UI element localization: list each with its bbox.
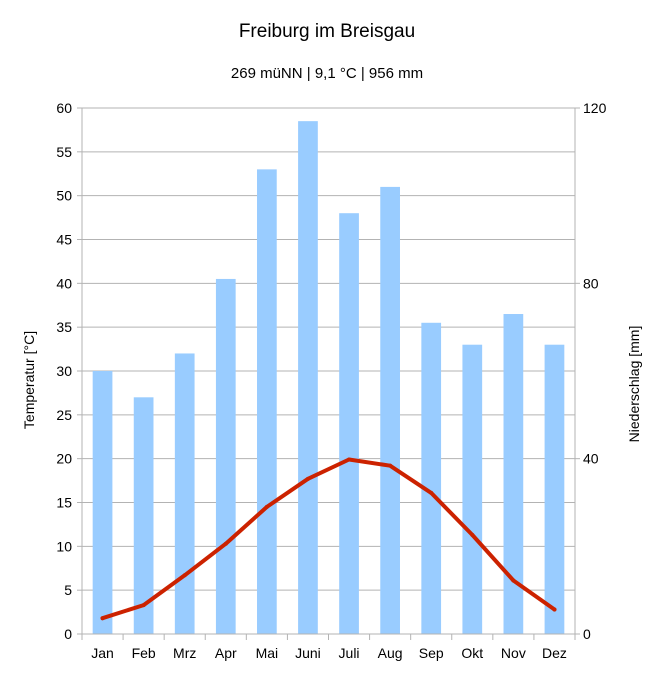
precipitation-bar [462, 344, 483, 634]
x-tick-label: Okt [461, 645, 483, 661]
x-tick-label: Juli [339, 645, 360, 661]
axes [77, 107, 580, 640]
y-left-tick-label: 5 [64, 582, 72, 598]
temperature-point [347, 457, 352, 462]
temperature-point [470, 532, 475, 537]
y-axis-left-title: Temperatur [°C] [21, 331, 37, 429]
temperature-point [264, 504, 269, 509]
precipitation-bar [298, 121, 318, 634]
temperature-line-path [100, 457, 557, 621]
temperature-line [100, 457, 557, 621]
precipitation-bar [339, 213, 359, 634]
precipitation-bar [421, 322, 442, 634]
temperature-point [223, 541, 228, 546]
y-left-tick-label: 20 [56, 451, 72, 467]
x-tick-label: Juni [295, 645, 321, 661]
precipitation-bar [133, 397, 154, 634]
x-tick-label: Mrz [173, 645, 196, 661]
temperature-point [429, 490, 434, 495]
y-right-tick-label: 120 [583, 100, 607, 116]
precipitation-bar [380, 186, 400, 634]
y-left-tick-label: 50 [56, 188, 72, 204]
y-left-tick-label: 35 [56, 319, 72, 335]
y-right-tick-label: 0 [583, 626, 591, 642]
tick-labels: 0 5 10 15 20 25 30 35 40 45 50 55 60 0 40 80 120 Jan Feb Mr… [56, 100, 606, 661]
temperature-point [511, 578, 516, 583]
y-left-tick-label: 15 [56, 495, 72, 511]
x-tick-label: Apr [215, 645, 237, 661]
y-axis-right-title: Niederschlag [mm] [626, 326, 642, 443]
precipitation-bar [544, 344, 565, 634]
temperature-point [100, 616, 105, 621]
x-tick-label: Jan [91, 645, 114, 661]
temperature-point [141, 603, 146, 608]
grid-lines [82, 107, 575, 635]
x-tick-label: Dez [542, 645, 567, 661]
precipitation-bars [92, 121, 565, 634]
y-left-tick-label: 25 [56, 407, 72, 423]
precipitation-bar [257, 169, 277, 634]
x-tick-label: Nov [501, 645, 526, 661]
temperature-point [552, 607, 557, 612]
y-right-tick-label: 80 [583, 275, 599, 291]
x-tick-label: Feb [132, 645, 156, 661]
y-left-tick-label: 55 [56, 144, 72, 160]
chart-title: Freiburg im Breisgau [239, 21, 415, 42]
x-tick-label: Sep [419, 645, 444, 661]
y-left-tick-label: 45 [56, 232, 72, 248]
x-tick-label: Aug [378, 645, 403, 661]
precipitation-bar [92, 371, 113, 634]
y-left-tick-label: 40 [56, 275, 72, 291]
temperature-point [388, 463, 393, 468]
precipitation-bar [174, 353, 195, 634]
x-tick-label: Mai [256, 645, 279, 661]
temperature-point [305, 476, 310, 481]
chart-subtitle: 269 müNN | 9,1 °C | 956 mm [231, 65, 423, 82]
precipitation-bar [215, 278, 236, 634]
precipitation-bar [503, 314, 524, 634]
y-left-tick-label: 10 [56, 538, 72, 554]
y-left-tick-label: 60 [56, 100, 72, 116]
temperature-point [182, 573, 187, 578]
y-right-tick-label: 40 [583, 451, 599, 467]
y-left-tick-label: 30 [56, 363, 72, 379]
y-left-tick-label: 0 [64, 626, 72, 642]
